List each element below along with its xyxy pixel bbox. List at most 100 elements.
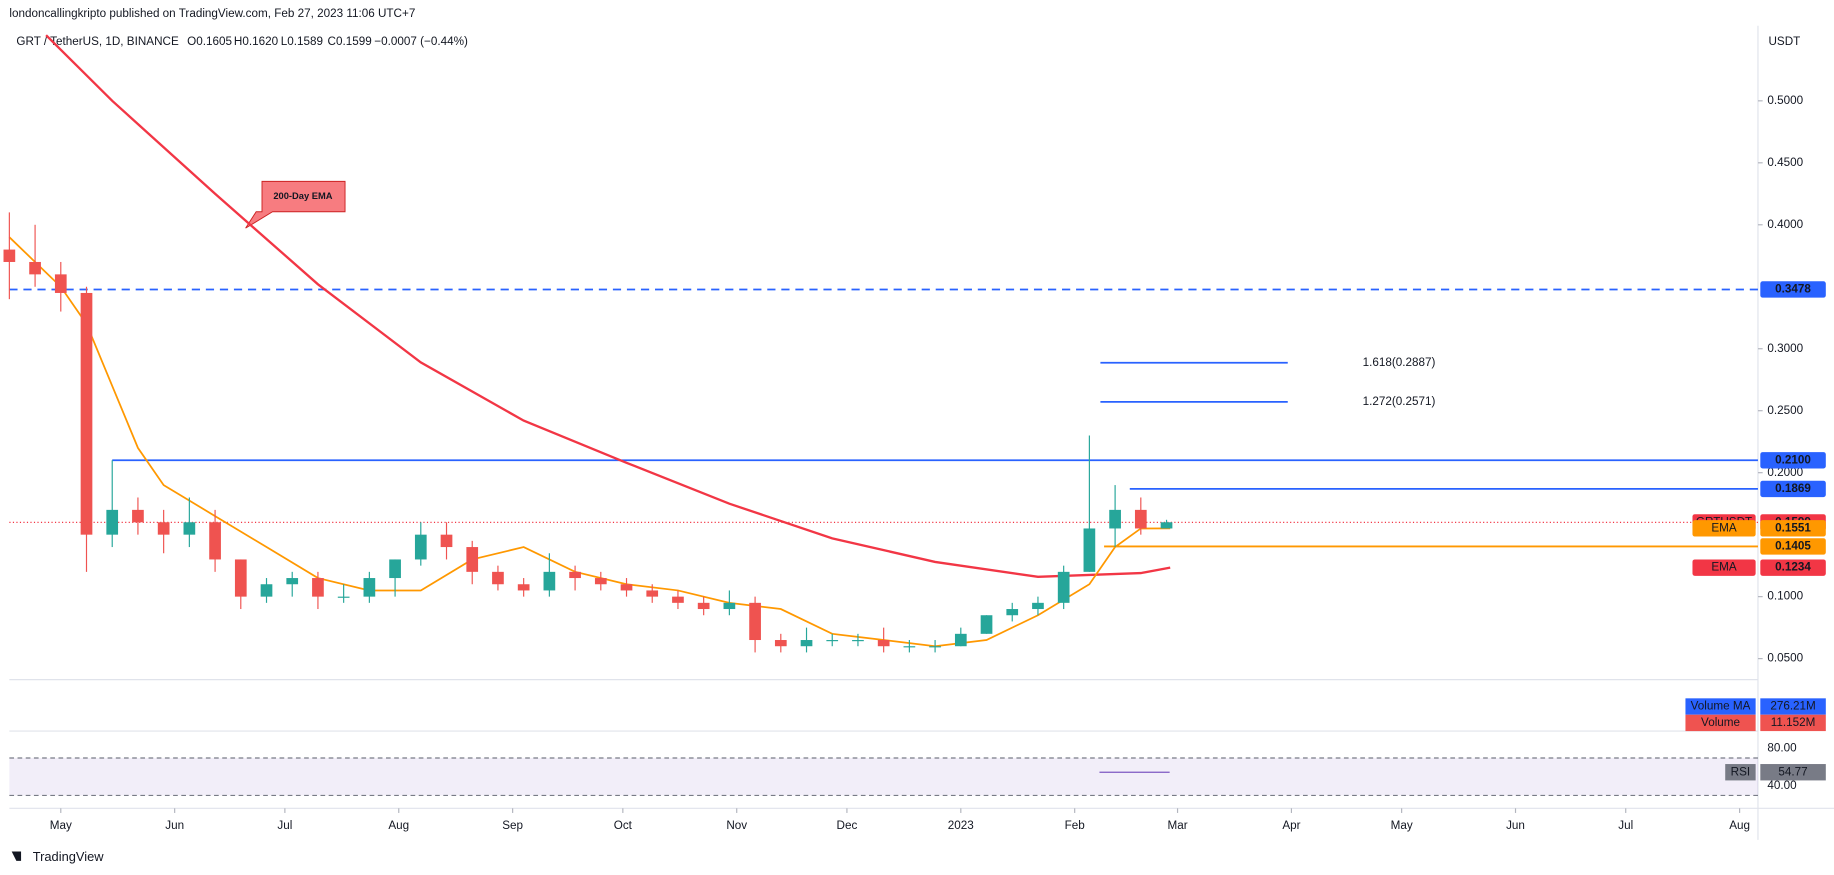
y-tick-label: 0.2500: [1767, 404, 1803, 417]
volume-name: Volume MA: [1691, 700, 1751, 713]
y-tick-label: 0.1000: [1767, 590, 1803, 603]
price-label: 0.3478: [1775, 283, 1811, 296]
x-tick-label: Sep: [502, 819, 523, 832]
candle-body: [877, 640, 890, 647]
candle-body: [3, 249, 16, 262]
rsi-tick-label: 80.00: [1767, 742, 1797, 755]
candle-body: [312, 578, 324, 597]
candle-body: [1057, 571, 1070, 603]
candle-body: [697, 602, 710, 610]
candle-body: [286, 578, 299, 585]
rsi-name: RSI: [1731, 765, 1750, 778]
candle-body: [620, 584, 633, 591]
candle-body: [903, 646, 916, 648]
candle-body: [414, 534, 427, 560]
candle-body: [594, 578, 607, 585]
fib-label: 1.618(0.2887): [1363, 356, 1436, 369]
price-label-box: [1760, 480, 1826, 498]
y-tick-label: 0.4500: [1767, 156, 1803, 169]
volume-value-box: [1760, 714, 1826, 732]
ohlc-value: −0.0007 (−0.44%): [374, 35, 468, 48]
rsi-tick-label: 40.00: [1767, 779, 1797, 792]
candle-body: [517, 584, 530, 591]
candle-body: [1006, 609, 1019, 616]
x-tick-label: 2023: [948, 819, 974, 832]
candle-body: [260, 584, 273, 597]
name-label: EMA: [1711, 561, 1737, 574]
x-tick-label: Aug: [388, 819, 409, 832]
ohlc-value: C0.1599: [328, 35, 372, 48]
callout-text: 200-Day EMA: [273, 191, 332, 201]
price-label-box: [1760, 281, 1826, 298]
ohlc-value: H0.1620: [234, 35, 279, 48]
candle-body: [1032, 602, 1044, 610]
price-label-box: [1760, 520, 1826, 537]
x-tick-label: Dec: [837, 819, 858, 832]
candle-body: [363, 578, 376, 597]
candle-body: [389, 559, 401, 579]
rsi-value: 54.77: [1778, 765, 1807, 778]
volume-name: Volume: [1701, 716, 1740, 729]
name-label-box: [1692, 520, 1756, 537]
x-tick-label: Jun: [165, 819, 184, 832]
candle-body: [1109, 509, 1121, 529]
x-tick-label: Jul: [1618, 819, 1633, 832]
candle-body: [800, 640, 813, 647]
price-label: 0.1405: [1775, 540, 1811, 553]
candle-body: [132, 509, 144, 523]
candle-body: [980, 615, 993, 634]
price-label-box: [1760, 452, 1826, 469]
x-tick-label: May: [1391, 819, 1413, 832]
symbol: GRT / TetherUS, 1D, BINANCE: [16, 35, 179, 48]
y-tick-label: 0.4000: [1767, 218, 1803, 231]
candle-body: [954, 633, 967, 647]
candle-body: [466, 547, 479, 572]
volume-value-box: [1760, 698, 1826, 715]
ohlc-value: O0.1605: [187, 35, 232, 48]
candle-body: [80, 292, 93, 535]
candle-body: [106, 509, 119, 535]
candle-body: [774, 640, 787, 647]
price-label: 0.1869: [1775, 482, 1811, 495]
price-label: 0.1551: [1775, 521, 1811, 534]
candle-body: [929, 646, 941, 648]
fib-label: 1.272(0.2571): [1363, 395, 1436, 408]
volume-name-box: [1685, 714, 1756, 732]
candle-body: [826, 640, 839, 642]
x-tick-label: May: [50, 819, 72, 832]
candle-body: [852, 640, 864, 642]
rsi-band: [9, 757, 1758, 796]
candle-body: [569, 571, 581, 579]
name-label: EMA: [1711, 521, 1737, 534]
volume-value: 11.152M: [1771, 716, 1816, 729]
y-tick-label: 0.0500: [1767, 652, 1803, 665]
volume-value: 276.21M: [1770, 700, 1815, 713]
candle-body: [723, 602, 736, 610]
x-tick-label: Feb: [1065, 819, 1086, 832]
name-label-box: [1692, 559, 1756, 576]
candle-body: [1134, 509, 1147, 529]
y-tick-label: 0.5000: [1767, 94, 1803, 107]
candle-body: [337, 596, 350, 598]
candle-body: [29, 261, 41, 275]
candle-body: [672, 596, 684, 603]
candle-body: [749, 602, 761, 641]
candle-body: [492, 571, 504, 585]
candle-body: [54, 274, 67, 293]
candle-body: [234, 559, 247, 597]
candle-body: [157, 522, 170, 535]
rsi-name-box: [1725, 764, 1756, 781]
x-tick-label: Aug: [1729, 819, 1750, 832]
candle-body: [1083, 528, 1096, 572]
rsi-value-box: [1760, 764, 1826, 781]
x-tick-label: Oct: [614, 819, 633, 832]
price-label-box: [1760, 538, 1826, 555]
candle-body: [183, 522, 196, 535]
x-tick-label: Nov: [726, 819, 747, 832]
ema-line: [45, 34, 1171, 578]
candle-body: [646, 590, 659, 597]
volume-name-box: [1685, 698, 1756, 715]
publisher: londoncallingkripto published on Trading…: [9, 7, 415, 20]
x-tick-label: Apr: [1282, 819, 1300, 832]
candle-body: [1160, 522, 1173, 529]
